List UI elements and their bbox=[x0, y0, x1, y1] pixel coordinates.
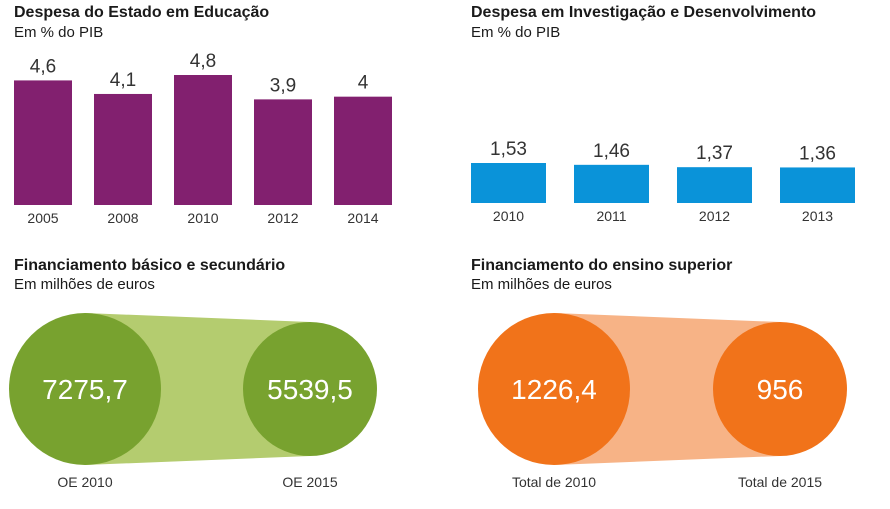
chart-title: Despesa do Estado em Educação bbox=[14, 4, 270, 21]
data-label: 1,53 bbox=[490, 139, 527, 160]
data-label: 4,8 bbox=[190, 51, 216, 72]
data-label: 4,1 bbox=[110, 70, 136, 91]
x-tick-label: 2012 bbox=[267, 210, 298, 226]
category-label: OE 2010 bbox=[57, 474, 112, 490]
value-circle bbox=[9, 313, 161, 465]
data-label: 3,9 bbox=[270, 75, 296, 96]
chart-title: Despesa em Investigação e Desenvolviment… bbox=[471, 4, 817, 21]
data-label: 4 bbox=[358, 73, 369, 94]
bar bbox=[14, 80, 72, 205]
chart-title: Financiamento básico e secundário bbox=[14, 257, 286, 274]
category-label: OE 2015 bbox=[282, 474, 337, 490]
category-label: Total de 2010 bbox=[512, 474, 596, 490]
x-tick-label: 2010 bbox=[187, 210, 218, 226]
value-circle bbox=[478, 313, 630, 465]
data-label: 956 bbox=[757, 374, 804, 405]
bar bbox=[677, 167, 752, 203]
bar bbox=[334, 96, 392, 205]
x-tick-label: 2013 bbox=[802, 208, 833, 224]
bar bbox=[471, 163, 546, 203]
x-tick-label: 2011 bbox=[596, 208, 626, 224]
bar bbox=[780, 167, 855, 203]
category-label: Total de 2015 bbox=[738, 474, 822, 490]
x-tick-label: 2014 bbox=[347, 210, 378, 226]
data-label: 1,37 bbox=[696, 143, 733, 164]
education-bar-chart: 4,6 2005 4,1 2008 4,8 2010 3,9 2012 4 2014 bbox=[14, 51, 392, 226]
chart-title: Financiamento do ensino superior bbox=[471, 257, 733, 274]
x-tick-label: 2008 bbox=[107, 210, 138, 226]
chart-subtitle: Em milhões de euros bbox=[471, 276, 612, 293]
data-label: 7275,7 bbox=[42, 374, 128, 405]
data-label: 1,36 bbox=[799, 143, 836, 164]
bar bbox=[574, 164, 649, 203]
chart-subtitle: Em % do PIB bbox=[471, 24, 561, 41]
bar bbox=[94, 93, 152, 205]
data-label: 5539,5 bbox=[267, 374, 353, 405]
data-label: 1,46 bbox=[593, 141, 630, 162]
value-circle bbox=[713, 322, 847, 456]
bar bbox=[254, 99, 312, 205]
data-label: 1226,4 bbox=[511, 374, 597, 405]
chart-subtitle: Em % do PIB bbox=[14, 24, 104, 41]
bar bbox=[174, 75, 232, 205]
x-tick-label: 2012 bbox=[699, 208, 730, 224]
value-circle bbox=[243, 322, 377, 456]
data-label: 4,6 bbox=[30, 56, 56, 77]
x-tick-label: 2010 bbox=[493, 208, 524, 224]
rd-bar-chart: 1,53 2010 1,46 2011 1,37 2012 1,36 2013 bbox=[471, 139, 855, 224]
x-tick-label: 2005 bbox=[27, 210, 58, 226]
chart-subtitle: Em milhões de euros bbox=[14, 276, 155, 293]
